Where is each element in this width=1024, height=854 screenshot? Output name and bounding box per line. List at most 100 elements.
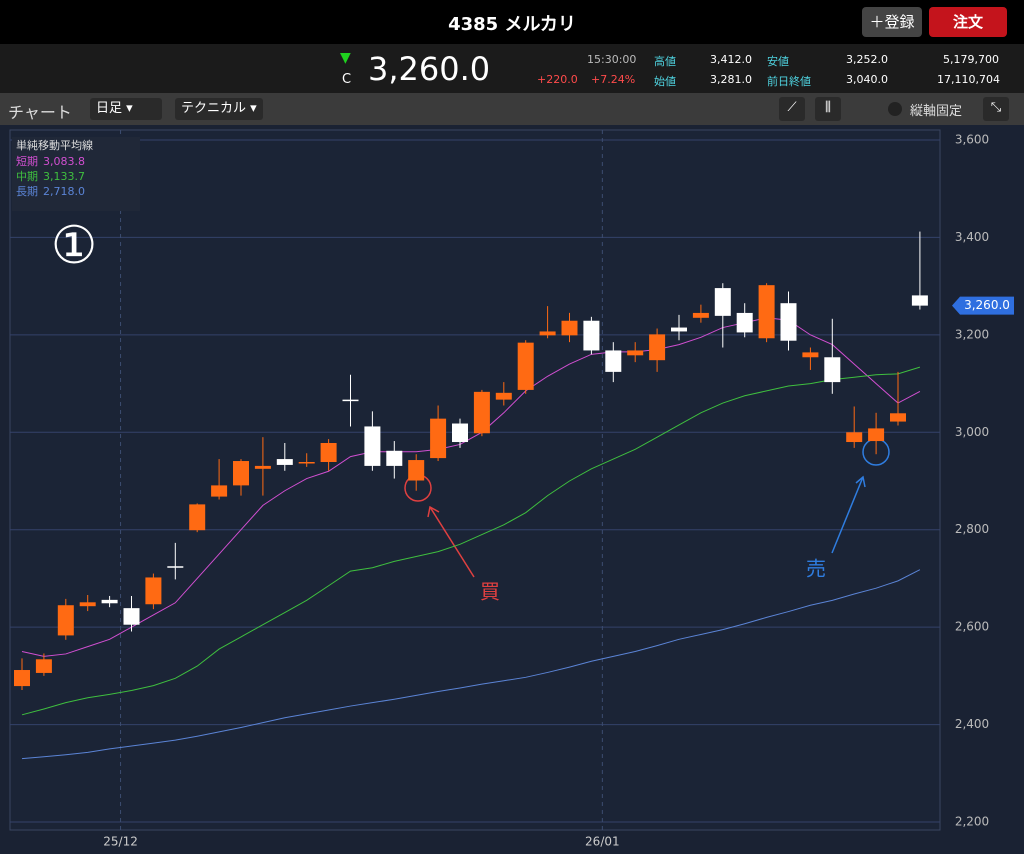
annotation-number: ① xyxy=(51,216,98,276)
low-label: 安値 xyxy=(767,55,789,68)
candle-body xyxy=(430,418,447,459)
legend-name: 中期 xyxy=(16,170,38,183)
candle-body xyxy=(802,352,819,358)
stock-title: 4385 メルカリ xyxy=(448,14,576,35)
moving-average xyxy=(21,569,921,760)
candle-body xyxy=(890,413,906,422)
toolbar-title: チャート xyxy=(8,103,72,122)
y-tick-label: 3,000 xyxy=(955,425,989,439)
technical: テクニカル xyxy=(181,101,247,116)
candle-body xyxy=(736,312,753,333)
y-tick-label: 2,800 xyxy=(955,522,989,536)
buy-label: 買 xyxy=(480,580,500,604)
high: 3,412.0 xyxy=(710,53,752,66)
candle-body xyxy=(846,432,863,443)
technical-dropdown[interactable]: テクニカル ▾ xyxy=(175,98,263,120)
price: 3,260.0 xyxy=(368,50,491,88)
sell-arrow-head xyxy=(855,475,866,488)
prev-label: 前日終値 xyxy=(767,75,811,88)
candle-body xyxy=(671,327,687,332)
candle-body xyxy=(14,670,30,687)
sell-arrow xyxy=(831,476,864,554)
collapse-button[interactable]: ⤡ xyxy=(983,97,1009,121)
buy-arrow xyxy=(429,506,475,578)
candle-body xyxy=(452,423,468,443)
plot-area xyxy=(9,129,941,831)
high-label: 高値 xyxy=(654,55,676,68)
candle-body xyxy=(101,599,118,604)
candle-body xyxy=(495,392,512,400)
candle-body xyxy=(758,285,775,339)
candle-body xyxy=(824,357,841,383)
y-tick-label: 2,200 xyxy=(955,815,989,829)
y-tick-label: 2,600 xyxy=(955,620,989,634)
price-tag-label: 3,260.0 xyxy=(964,298,1010,312)
candle-body xyxy=(167,566,184,568)
y-tick-label: 3,400 xyxy=(955,230,989,244)
candle-body xyxy=(780,303,797,341)
period: 日足 xyxy=(96,101,123,116)
close-mark: C xyxy=(342,72,352,87)
compare-tool[interactable]: ⫼ xyxy=(815,97,841,121)
candle-body xyxy=(276,459,293,465)
open-label: 始値 xyxy=(654,75,676,88)
toolbar: チャート 日足 ▾ テクニカル ▾ ⟋ ⫼ 縦軸固定 ⤡ xyxy=(0,93,1024,125)
candle-body xyxy=(386,450,403,466)
direction: ▼ xyxy=(340,50,351,66)
x-tick-label: 25/12 xyxy=(103,835,138,849)
low: 3,252.0 xyxy=(846,53,888,66)
candle-body xyxy=(539,331,556,336)
candle-body xyxy=(145,577,162,605)
prev: 3,040.0 xyxy=(846,73,888,86)
x-tick-label: 26/01 xyxy=(585,835,620,849)
candle-body xyxy=(714,288,731,316)
y-tick-label: 3,200 xyxy=(955,327,989,341)
candle-body xyxy=(911,295,928,306)
candle-body xyxy=(79,602,96,607)
add-button[interactable]: ＋登録 xyxy=(862,7,922,37)
chart: 単純移動平均線 ① 買 売 2,200 2,400 2,600 2,800 3,000 3… xyxy=(9,129,1014,849)
legend-title: 単純移動平均線 xyxy=(16,138,93,152)
candle-body xyxy=(254,465,271,469)
legend-value: 3,083.8 xyxy=(43,155,85,168)
moving-average xyxy=(21,366,921,716)
candle-body xyxy=(320,443,337,463)
candle-body xyxy=(692,312,709,318)
legend-name: 短期 xyxy=(16,155,38,168)
quote-row: ▼ C 3,260.0 15:30:00 +220.0 +7.24% 高値 3,… xyxy=(0,44,1024,93)
time: 15:30:00 xyxy=(587,53,637,66)
legend-name: 長期 xyxy=(16,185,38,198)
draw-tool[interactable]: ⟋ xyxy=(779,97,805,121)
price-tag xyxy=(952,296,1014,315)
change: +220.0 xyxy=(537,73,578,86)
period-dropdown[interactable]: 日足 ▾ xyxy=(90,98,162,120)
candle-body xyxy=(561,320,578,336)
title-bar: 4385 メルカリ ＋登録 注文 xyxy=(0,0,1024,44)
y-tick-label: 3,600 xyxy=(955,133,989,147)
candle-body xyxy=(868,428,885,442)
candle-body xyxy=(583,320,600,351)
candle-body xyxy=(298,462,315,464)
buy-arrow-head xyxy=(427,505,440,518)
y-tick-label: 2,400 xyxy=(955,717,989,731)
candle-body xyxy=(517,342,534,390)
candle-body xyxy=(473,391,490,434)
candle-body xyxy=(233,461,249,486)
toggle[interactable] xyxy=(888,102,902,116)
candle-body xyxy=(57,605,74,636)
candle-body xyxy=(605,350,622,372)
turnover: 17,110,704 xyxy=(937,73,1000,86)
candle-body xyxy=(364,426,381,466)
candle-body xyxy=(189,504,206,531)
open: 3,281.0 xyxy=(710,73,752,86)
candle-body xyxy=(408,460,425,481)
candle-body xyxy=(649,334,666,361)
legend-value: 2,718.0 xyxy=(43,185,85,198)
candle-body xyxy=(342,399,359,402)
legend-value: 3,133.7 xyxy=(43,170,85,183)
axis-fixed: 縦軸固定 xyxy=(910,104,963,119)
order-button[interactable]: 注文 xyxy=(929,7,1007,37)
legend-box xyxy=(12,137,140,211)
change-pct: +7.24% xyxy=(591,73,636,86)
